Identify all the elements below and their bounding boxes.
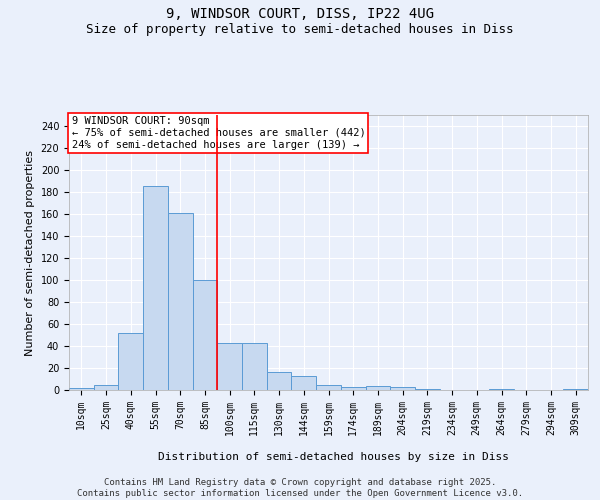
Bar	[292, 376, 316, 390]
Bar	[341, 386, 365, 390]
Bar	[267, 372, 292, 390]
Bar	[365, 386, 390, 390]
Bar	[193, 280, 217, 390]
Bar	[69, 388, 94, 390]
Text: 9, WINDSOR COURT, DISS, IP22 4UG: 9, WINDSOR COURT, DISS, IP22 4UG	[166, 8, 434, 22]
Bar	[489, 389, 514, 390]
Bar	[563, 389, 588, 390]
Bar	[390, 386, 415, 390]
Bar	[143, 186, 168, 390]
Bar	[415, 389, 440, 390]
Bar	[316, 384, 341, 390]
Bar	[242, 342, 267, 390]
Bar	[118, 333, 143, 390]
Bar	[217, 342, 242, 390]
Text: Distribution of semi-detached houses by size in Diss: Distribution of semi-detached houses by …	[158, 452, 509, 462]
Text: Size of property relative to semi-detached houses in Diss: Size of property relative to semi-detach…	[86, 22, 514, 36]
Y-axis label: Number of semi-detached properties: Number of semi-detached properties	[25, 150, 35, 356]
Bar	[94, 384, 118, 390]
Bar	[168, 213, 193, 390]
Text: Contains HM Land Registry data © Crown copyright and database right 2025.
Contai: Contains HM Land Registry data © Crown c…	[77, 478, 523, 498]
Text: 9 WINDSOR COURT: 90sqm
← 75% of semi-detached houses are smaller (442)
24% of se: 9 WINDSOR COURT: 90sqm ← 75% of semi-det…	[71, 116, 365, 150]
